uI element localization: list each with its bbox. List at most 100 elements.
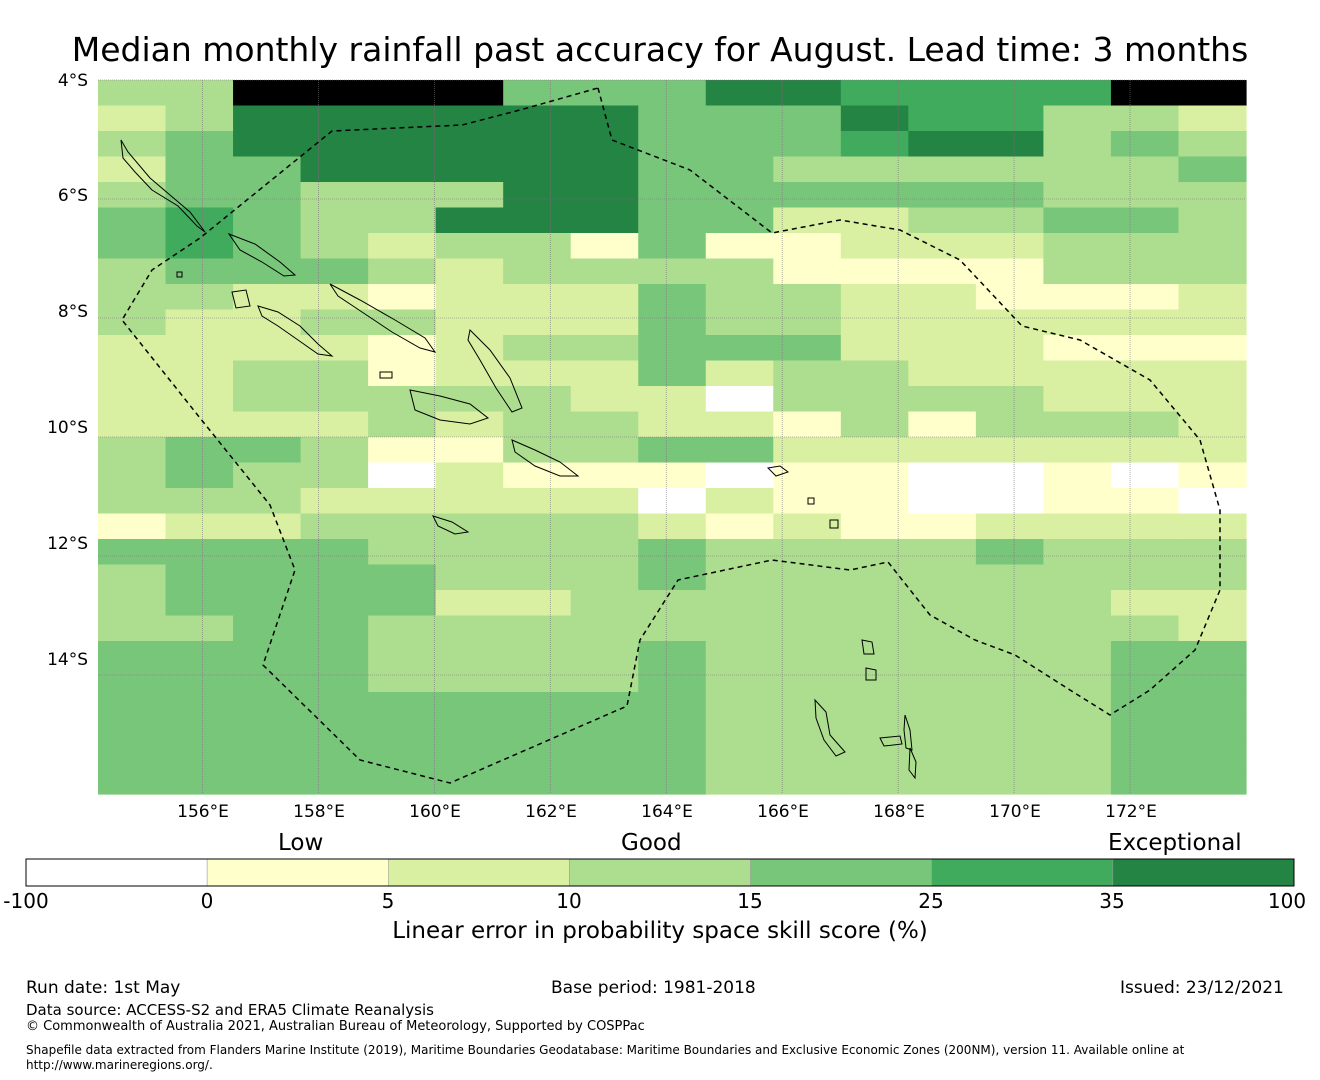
skill-cell (975, 386, 1045, 413)
skill-cell (638, 437, 707, 464)
skill-cell (773, 641, 842, 668)
skill-cell (1178, 666, 1247, 693)
skill-cell (570, 386, 639, 413)
skill-cell (1110, 564, 1180, 591)
skill-cell (1178, 615, 1247, 642)
skill-cell (908, 641, 977, 668)
island-makira (511, 439, 580, 477)
skill-cell (773, 80, 842, 107)
skill-cell (975, 233, 1045, 260)
skill-cell (975, 692, 1045, 719)
skill-cell (503, 105, 572, 132)
skill-cell (908, 207, 977, 234)
skill-cell (705, 564, 774, 591)
skill-cell (368, 284, 437, 311)
skill-cell (975, 207, 1045, 234)
island-santa-isabel (329, 283, 437, 353)
skill-cell (773, 233, 842, 260)
colorbar-tick-7: 100 (1267, 889, 1307, 913)
skill-cell (570, 233, 639, 260)
skill-cell (1110, 80, 1180, 107)
skill-cell (503, 564, 572, 591)
skill-cell (1110, 768, 1180, 795)
skill-cell (165, 513, 234, 540)
skill-cell (975, 462, 1045, 489)
skill-cell (233, 539, 302, 566)
skill-cell (638, 335, 707, 362)
colorbar-tick-2: 5 (381, 889, 395, 913)
run-date: Run date: 1st May (26, 978, 181, 998)
skill-cell (300, 488, 369, 515)
skill-cell (570, 513, 639, 540)
skill-cell (233, 717, 302, 744)
skill-cell (300, 743, 369, 770)
skill-cell (503, 717, 572, 744)
skill-cell (975, 539, 1045, 566)
island-malaita (467, 328, 523, 413)
skill-cell (840, 692, 909, 719)
skill-cell (773, 768, 842, 795)
skill-cell (638, 717, 707, 744)
skill-cell (233, 488, 302, 515)
skill-cell (233, 309, 302, 336)
skill-cell (503, 335, 572, 362)
skill-cell (165, 692, 234, 719)
skill-cell (908, 258, 977, 285)
skill-cell (840, 105, 909, 132)
skill-cell (98, 462, 167, 489)
skill-cell (435, 207, 504, 234)
skill-cell (908, 182, 977, 209)
skill-cell (368, 182, 437, 209)
skill-cell (300, 258, 369, 285)
skill-cell (368, 360, 437, 387)
skill-cell (503, 513, 572, 540)
lon-label-156e: 156°E (177, 802, 229, 822)
skill-cell (233, 590, 302, 617)
skill-cell (638, 641, 707, 668)
skill-cell (98, 105, 167, 132)
skill-cell (908, 666, 977, 693)
lat-label-12s: 12°S (47, 534, 88, 554)
skill-cell (638, 182, 707, 209)
skill-cell (1110, 641, 1180, 668)
skill-cell (233, 743, 302, 770)
skill-cell (435, 539, 504, 566)
colorbar-swatch (206, 858, 389, 887)
map-title: Median monthly rainfall past accuracy fo… (71, 30, 1249, 69)
skill-cell (773, 131, 842, 158)
skill-cell (233, 692, 302, 719)
skill-cell (975, 743, 1045, 770)
skill-cell (435, 131, 504, 158)
skill-cell (638, 564, 707, 591)
skill-cell (1178, 692, 1247, 719)
skill-cell (503, 207, 572, 234)
skill-cell (435, 80, 504, 107)
skill-cell (638, 386, 707, 413)
category-label-exceptional: Exceptional (1108, 830, 1242, 856)
skill-cell (1110, 207, 1180, 234)
skill-cell (570, 641, 639, 668)
skill-cell (773, 666, 842, 693)
skill-cell (165, 411, 234, 438)
skill-cell (300, 284, 369, 311)
skill-cell (638, 666, 707, 693)
skill-cell (368, 258, 437, 285)
skill-cell (840, 309, 909, 336)
colorbar-swatch (569, 858, 751, 887)
skill-cell (638, 105, 707, 132)
colorbar-tick-3: 10 (556, 889, 582, 913)
skill-cell (638, 258, 707, 285)
skill-cell (570, 666, 639, 693)
skill-cell (165, 386, 234, 413)
island-pentecost (908, 747, 917, 780)
skill-cell (1178, 513, 1247, 540)
skill-cell (165, 615, 234, 642)
skill-cell (975, 590, 1045, 617)
lon-label-168e: 168°E (873, 802, 925, 822)
skill-cell (165, 309, 234, 336)
skill-cell (975, 182, 1045, 209)
skill-cell (908, 513, 977, 540)
skill-cell (1043, 411, 1112, 438)
skill-cell (570, 590, 639, 617)
skill-cell (368, 539, 437, 566)
